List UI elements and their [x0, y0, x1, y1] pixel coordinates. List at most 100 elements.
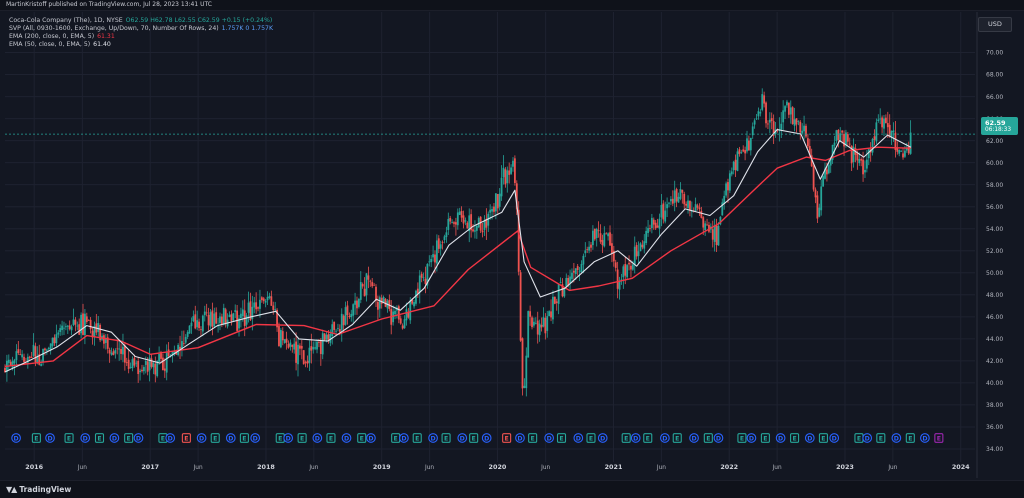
candle-body: [649, 228, 651, 229]
candle-body: [51, 337, 54, 346]
dividend-marker: [250, 433, 261, 443]
candle-body: [194, 314, 197, 329]
candle-body: [85, 316, 88, 322]
candle-body: [702, 217, 705, 228]
last-price-value: 62.59: [985, 119, 1006, 127]
event-marker-label: D: [112, 435, 117, 442]
price-tick-label: 66.00: [986, 94, 1003, 101]
candle-body: [21, 354, 24, 358]
legend-ema50-line[interactable]: EMA (50, close, 0, EMA, 5) 61.40: [9, 41, 273, 49]
candle-body: [241, 309, 244, 317]
candle-body: [879, 118, 882, 120]
candle-body: [327, 334, 330, 342]
candle-body: [742, 149, 745, 152]
candle-body: [700, 210, 703, 218]
legend-svp-line[interactable]: SVP (All, 0930-1600, Exchange, Up/Down, …: [9, 25, 273, 33]
candle-body: [538, 323, 541, 336]
price-chart[interactable]: 34.00 36.00 38.00 40.00 42.00 44.00 46.00 48.00…: [0, 11, 1024, 497]
candle-body: [449, 217, 452, 222]
event-marker-label: D: [749, 435, 754, 442]
candle-body: [375, 286, 377, 301]
candle-body: [268, 295, 271, 298]
candle-body: [734, 159, 737, 171]
candle-body: [824, 168, 826, 179]
price-tick-label: 70.00: [986, 50, 1003, 57]
candle-body: [291, 344, 294, 347]
event-marker-label: E: [34, 435, 38, 442]
candle-body: [144, 360, 147, 365]
candle-body: [536, 320, 539, 335]
candle-body: [405, 309, 408, 321]
candle-body: [104, 338, 107, 343]
candle-body: [652, 219, 655, 225]
candle-body: [299, 345, 301, 349]
candle-body: [257, 307, 259, 309]
candle-body: [158, 353, 161, 362]
candle-body: [820, 186, 823, 211]
candle-body: [468, 215, 471, 232]
candle-body: [371, 282, 374, 287]
candle-body: [525, 355, 528, 389]
candle-body: [304, 362, 307, 364]
dividend-marker: [891, 433, 902, 443]
event-marker-label: E: [127, 435, 131, 442]
event-marker-label: D: [228, 435, 233, 442]
candle-body: [422, 277, 425, 279]
candle-body: [346, 305, 349, 316]
candle-body: [186, 332, 189, 337]
event-marker-label: D: [368, 435, 373, 442]
candle-body: [399, 318, 402, 324]
time-axis[interactable]: 2016 Jun 2017 Jun 2018 Jun 2019 Jun 2020 Jun 2021 J…: [25, 463, 970, 471]
candle-body: [394, 310, 396, 315]
candle-body: [671, 198, 674, 204]
candle-body: [312, 347, 315, 350]
candle-body: [198, 321, 200, 328]
candle-body: [409, 300, 412, 321]
candle-body: [715, 224, 718, 246]
event-marker-label: E: [763, 435, 767, 442]
event-marker-label: E: [505, 435, 509, 442]
candle-body: [445, 232, 448, 238]
event-marker-label: E: [792, 435, 796, 442]
candle-body: [302, 350, 305, 365]
legend-symbol-line[interactable]: Coca-Cola Company (The), 1D, NYSE O62.59…: [9, 17, 273, 25]
candle-body: [789, 107, 792, 115]
candle-body: [47, 347, 50, 349]
candle-body: [683, 193, 686, 205]
candle-body: [588, 246, 590, 251]
candle-body: [224, 309, 227, 325]
candle-body: [871, 138, 874, 153]
candle-body: [137, 360, 140, 375]
candle-body: [763, 95, 766, 104]
candle-body: [89, 319, 92, 330]
dividend-marker: [544, 433, 554, 443]
candle-body: [650, 217, 653, 229]
candle-body: [799, 121, 802, 133]
legend-ema200-line[interactable]: EMA (200, close, 0, EMA, 5) 61.31: [9, 33, 273, 41]
candle-body: [388, 299, 391, 310]
candle-body: [118, 348, 121, 350]
candle-body: [622, 266, 625, 278]
legend-svp-values: 1.757K 0 1.757K: [221, 25, 274, 32]
candle-body: [533, 321, 535, 326]
dividend-marker: [829, 433, 840, 443]
candle-body: [264, 300, 267, 303]
candle-body: [565, 278, 568, 287]
candle-body: [746, 138, 748, 152]
candle-body: [841, 130, 844, 133]
last-price-badge: 62.59 06:18:33: [981, 117, 1018, 135]
tradingview-logo[interactable]: ▼▲ TradingView: [6, 485, 71, 494]
earnings-marker: [790, 433, 800, 443]
chart-area[interactable]: 34.00 36.00 38.00 40.00 42.00 44.00 46.00 48.00…: [0, 11, 1024, 497]
candle-body: [295, 341, 297, 363]
candle-body: [247, 302, 250, 313]
currency-button[interactable]: USD: [978, 17, 1012, 32]
candle-body: [259, 299, 261, 309]
candle-body: [160, 351, 162, 359]
candle-body: [99, 324, 102, 341]
candle-body: [108, 349, 111, 354]
event-marker-label: D: [253, 435, 258, 442]
candle-body: [255, 302, 258, 310]
candle-body: [591, 230, 594, 246]
event-marker-label: D: [865, 435, 870, 442]
